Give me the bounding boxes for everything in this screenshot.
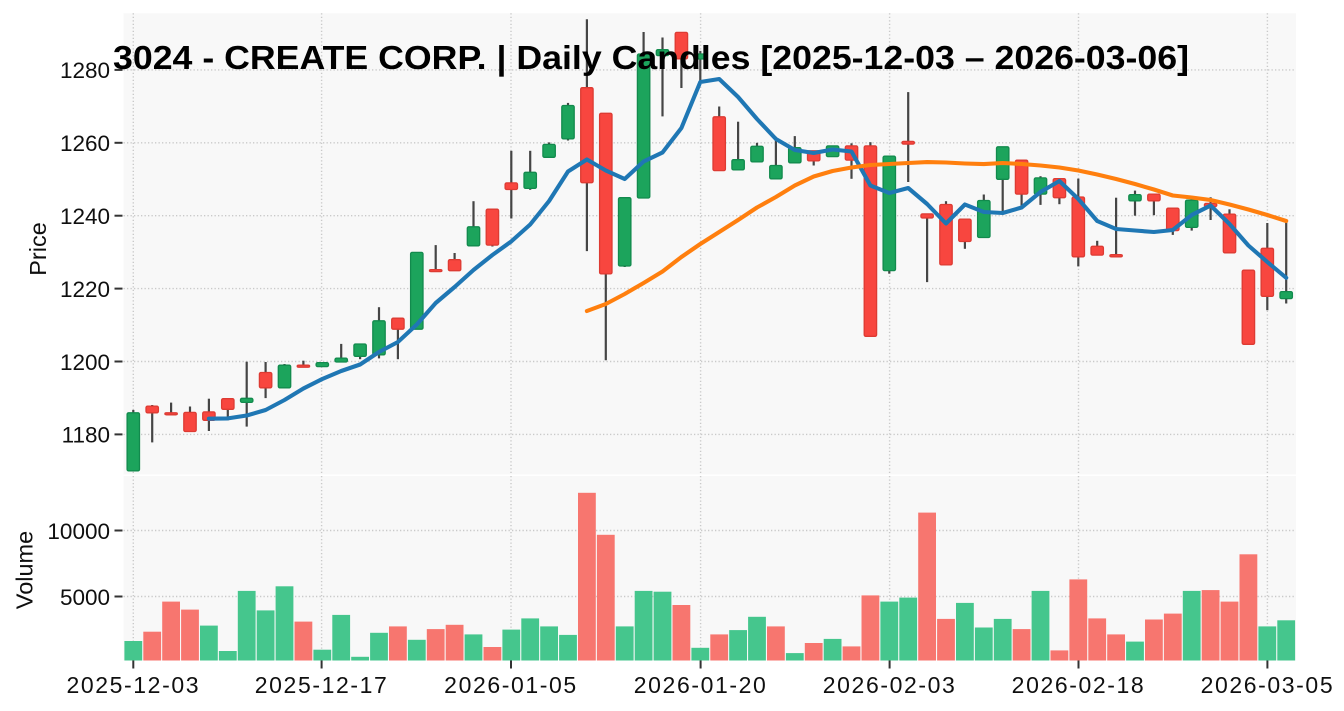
svg-text:Volume: Volume — [12, 531, 38, 609]
svg-text:10000: 10000 — [47, 519, 110, 544]
svg-text:1220: 1220 — [60, 277, 110, 302]
svg-text:1180: 1180 — [62, 423, 110, 448]
svg-text:2026-01-20: 2026-01-20 — [634, 672, 768, 698]
svg-text:2026-02-03: 2026-02-03 — [823, 672, 957, 698]
svg-text:Price: Price — [25, 222, 51, 276]
svg-text:2026-03-05: 2026-03-05 — [1201, 672, 1335, 698]
svg-text:3024 - CREATE CORP. | Daily Ca: 3024 - CREATE CORP. | Daily Candles [202… — [113, 40, 1189, 77]
svg-text:2026-02-18: 2026-02-18 — [1012, 672, 1146, 698]
svg-text:2026-01-05: 2026-01-05 — [444, 672, 578, 698]
svg-text:1280: 1280 — [60, 58, 110, 83]
svg-text:1200: 1200 — [60, 350, 110, 375]
svg-text:1260: 1260 — [60, 131, 110, 156]
svg-text:1240: 1240 — [60, 204, 110, 229]
svg-text:2025-12-03: 2025-12-03 — [66, 672, 200, 698]
svg-text:5000: 5000 — [60, 585, 110, 610]
svg-text:2025-12-17: 2025-12-17 — [255, 672, 389, 698]
